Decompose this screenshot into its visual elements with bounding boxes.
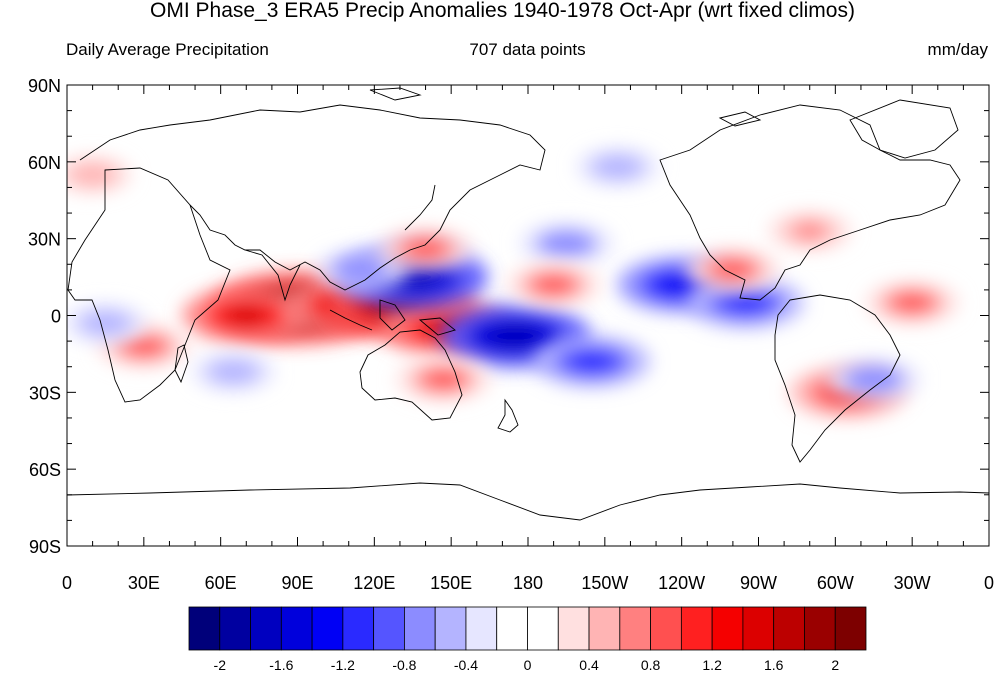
colorbar-swatch	[834, 606, 867, 651]
units-label: mm/day	[927, 40, 988, 59]
lat-tick-label: 60N	[28, 153, 61, 173]
colorbar-label: 0	[524, 657, 532, 673]
axis-ticks	[66, 84, 990, 547]
anomaly-region	[67, 303, 148, 344]
longitude-labels: 0 30E 60E 90E 120E 150E 180 150W 120W 90W 60W 30W 0	[62, 573, 994, 593]
colorbar-label: -1.6	[269, 657, 293, 673]
lon-tick-label: 0	[984, 573, 994, 593]
colorbar-labels: -2 -1.6 -1.2 -0.8 -0.4 0 0.4 0.8 1.2 1.6 2	[214, 657, 840, 673]
colorbar-swatch	[219, 606, 251, 651]
anomaly-region	[182, 287, 311, 344]
colorbar-label: -0.8	[392, 657, 416, 673]
colorbar-swatch	[404, 606, 436, 651]
coastlines	[67, 87, 989, 521]
lon-tick-label: 90W	[740, 573, 777, 593]
colorbar-swatch	[742, 606, 775, 651]
colorbar-label: 0.4	[579, 657, 599, 673]
colorbar-label: 0.8	[641, 657, 661, 673]
lat-tick-label: 0	[51, 307, 61, 327]
lon-tick-label: 30E	[128, 573, 160, 593]
lat-tick-label: 90S	[29, 537, 61, 557]
colorbar-label: 1.6	[764, 657, 784, 673]
colorbar-swatch	[680, 606, 713, 651]
colorbar-label: 1.2	[702, 657, 722, 673]
lat-tick-label: 60S	[29, 460, 61, 480]
anomaly-region	[864, 280, 960, 325]
anomaly-region	[506, 262, 602, 307]
anomaly-region	[826, 357, 922, 402]
plot-title: OMI Phase_3 ERA5 Precip Anomalies 1940-1…	[150, 0, 855, 22]
lon-tick-label: 120W	[658, 573, 705, 593]
colorbar-swatch	[496, 606, 528, 651]
lon-tick-label: 60E	[205, 573, 237, 593]
colorbar-label: -2	[214, 657, 227, 673]
anomaly-region	[685, 247, 781, 292]
lon-tick-label: 60W	[817, 573, 854, 593]
colorbar-swatch	[280, 606, 313, 651]
colorbar-swatch	[527, 606, 559, 651]
lon-tick-label: 0	[62, 573, 72, 593]
anomaly-region	[396, 357, 491, 402]
lon-tick-label: 180	[513, 573, 543, 593]
colorbar-swatch	[434, 606, 467, 651]
colorbar-swatch	[465, 606, 498, 651]
anomaly-region	[378, 226, 473, 271]
data-points-label: 707 data points	[469, 40, 586, 59]
colorbar-swatch	[250, 606, 282, 651]
lon-tick-label: 90E	[281, 573, 313, 593]
anomaly-region	[575, 146, 660, 187]
lon-tick-label: 150W	[581, 573, 628, 593]
lat-tick-label: 90N	[28, 76, 61, 96]
colorbar-swatch	[373, 606, 405, 651]
colorbar-swatch	[773, 606, 805, 651]
lat-tick-label: 30S	[29, 383, 61, 403]
lon-tick-label: 30W	[894, 573, 931, 593]
colorbar-swatch	[650, 606, 682, 651]
anomaly-region	[519, 221, 614, 266]
colorbar-swatch	[311, 606, 344, 651]
anomaly-region	[191, 351, 276, 392]
colorbar-swatch	[342, 606, 375, 651]
lat-tick-label: 30N	[28, 230, 61, 250]
colorbar-swatch	[619, 606, 651, 651]
anomaly-field	[67, 146, 960, 419]
colorbar-label: -0.4	[454, 657, 478, 673]
anomaly-region	[767, 210, 852, 251]
colorbar	[188, 606, 867, 651]
colorbar-swatch	[557, 606, 590, 651]
colorbar-swatch	[188, 606, 221, 651]
colorbar-swatch	[588, 606, 621, 651]
lon-tick-label: 150E	[430, 573, 472, 593]
colorbar-label: -1.2	[331, 657, 355, 673]
colorbar-swatch	[711, 606, 744, 651]
variable-label: Daily Average Precipitation	[66, 40, 269, 59]
latitude-labels: 90N 60N 30N 0 30S 60S 90S	[28, 76, 61, 557]
anomaly-region	[67, 155, 132, 194]
lon-tick-label: 120E	[353, 573, 395, 593]
colorbar-label: 2	[831, 657, 839, 673]
colorbar-swatch	[804, 606, 836, 651]
anomaly-region	[533, 335, 651, 388]
